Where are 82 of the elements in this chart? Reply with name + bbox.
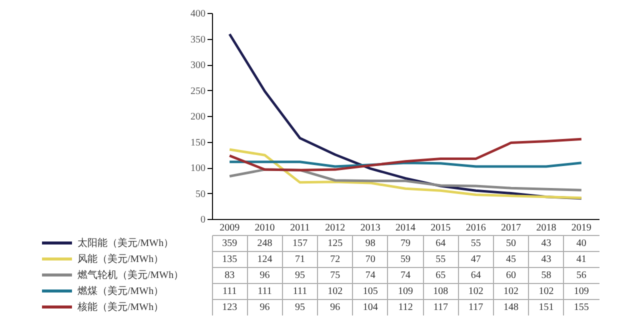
data-label: 56 [576, 270, 586, 281]
data-label: 112 [398, 302, 413, 313]
data-label: 40 [576, 238, 586, 249]
data-label: 123 [222, 302, 238, 313]
data-label: 105 [362, 286, 378, 297]
x-tick-label: 2012 [325, 222, 346, 234]
x-tick-label: 2011 [290, 222, 310, 234]
x-tick-label: 2019 [571, 222, 592, 234]
data-label: 70 [365, 254, 376, 265]
data-label: 102 [538, 286, 554, 297]
data-label: 104 [362, 302, 378, 313]
data-label: 74 [400, 270, 410, 281]
y-tick-label: 300 [190, 60, 206, 71]
data-label: 96 [260, 270, 270, 281]
legend-label: 核能（美元/MWh） [76, 301, 164, 313]
data-label: 96 [330, 302, 340, 313]
data-label: 98 [365, 238, 376, 249]
line-series [228, 148, 583, 200]
data-label: 64 [436, 238, 446, 249]
x-tick-label: 2017 [501, 222, 522, 234]
data-label: 157 [292, 238, 308, 249]
x-tick-label: 2013 [360, 222, 380, 234]
data-label: 135 [222, 254, 238, 265]
y-tick-label: 100 [190, 163, 206, 174]
data-label: 108 [433, 286, 448, 297]
data-label: 359 [222, 238, 238, 249]
y-tick-label: 350 [190, 34, 206, 46]
data-label: 74 [365, 270, 376, 281]
legend-label: 太阳能（美元/MWh） [78, 237, 174, 249]
data-label: 45 [506, 254, 516, 265]
data-label: 148 [504, 302, 519, 313]
legend-label: 燃气轮机（美元/MWh） [78, 269, 184, 281]
data-label: 55 [436, 254, 446, 265]
data-label: 111 [292, 286, 308, 297]
data-label: 55 [470, 238, 481, 249]
data-label: 95 [294, 270, 305, 281]
data-label: 79 [400, 238, 410, 249]
data-label: 96 [260, 302, 270, 313]
data-label: 72 [330, 254, 340, 265]
legend-label: 风能（美元/MWh） [78, 253, 164, 265]
data-label: 83 [224, 270, 235, 281]
data-label: 109 [574, 286, 589, 297]
data-label: 47 [470, 254, 481, 265]
x-tick-label: 2009 [220, 222, 240, 234]
data-label: 58 [541, 270, 552, 281]
data-label: 155 [574, 302, 589, 313]
data-label: 111 [222, 286, 237, 297]
data-label: 75 [330, 270, 340, 281]
data-label: 125 [328, 238, 343, 249]
x-tick-label: 2010 [254, 222, 275, 234]
x-tick-label: 2016 [466, 222, 486, 234]
data-label: 111 [258, 286, 272, 297]
data-label: 124 [257, 254, 272, 265]
y-tick-label: 400 [190, 8, 206, 20]
data-label: 102 [468, 286, 484, 297]
data-label: 41 [576, 254, 586, 265]
data-label: 65 [436, 270, 446, 281]
y-tick-label: 0 [200, 214, 206, 226]
data-label: 43 [541, 238, 552, 249]
x-tick-label: 2014 [396, 222, 416, 234]
data-label: 248 [257, 238, 272, 249]
data-label: 102 [504, 286, 519, 297]
data-label: 117 [433, 302, 448, 313]
data-label: 59 [400, 254, 410, 265]
line-series [228, 138, 583, 172]
y-tick-label: 50 [196, 188, 206, 200]
x-tick-label: 2015 [430, 222, 451, 234]
data-label: 109 [398, 286, 413, 297]
data-label: 151 [538, 302, 554, 313]
y-tick-label: 200 [190, 112, 206, 122]
x-tick-label: 2018 [536, 222, 556, 234]
data-label: 50 [506, 238, 516, 249]
data-label: 71 [294, 254, 305, 265]
data-label: 117 [468, 302, 484, 313]
data-label: 60 [506, 270, 516, 281]
legend-label: 燃煤（美元/MWh） [78, 285, 164, 297]
data-label: 64 [470, 270, 481, 281]
data-label: 95 [294, 302, 305, 313]
y-tick-label: 250 [190, 86, 206, 97]
data-label: 102 [328, 286, 343, 297]
y-tick-label: 150 [190, 137, 206, 148]
data-label: 43 [541, 254, 552, 265]
